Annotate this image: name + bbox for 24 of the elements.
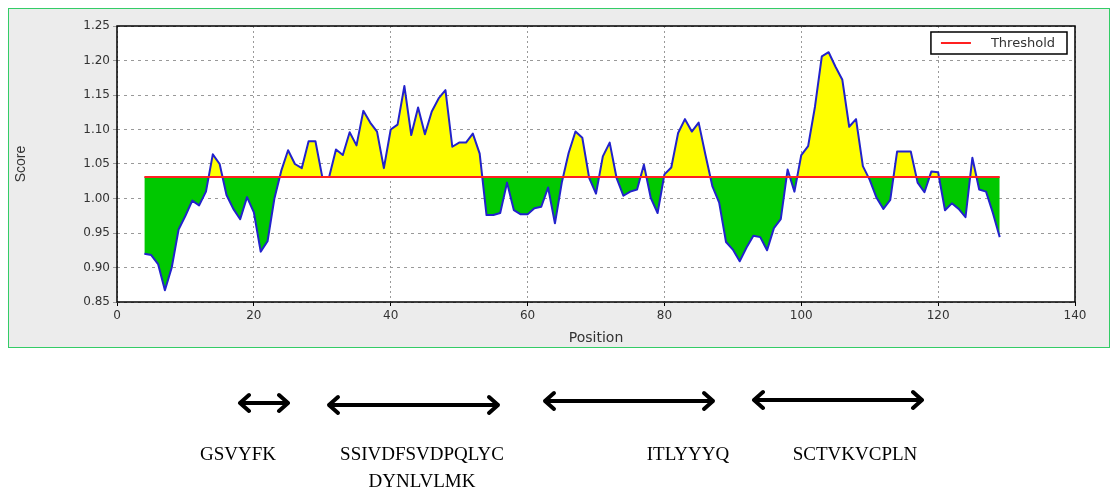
y-tick-label: 1.25 xyxy=(83,18,110,33)
y-tick-label: 1.15 xyxy=(83,87,110,102)
y-tick-label: 1.00 xyxy=(83,190,110,205)
y-tick-label: 1.10 xyxy=(83,121,110,136)
x-tick-label: 20 xyxy=(246,308,262,323)
text: ITLYYYQ xyxy=(645,442,731,466)
x-tick-label: 80 xyxy=(656,308,673,323)
text: SSIVDFSVDPQLYC DYNLVLMK xyxy=(339,442,505,493)
y-tick-label: 0.85 xyxy=(83,294,110,309)
y-tick-label: 1.20 xyxy=(83,52,110,67)
x-tick-label: 0 xyxy=(113,308,121,323)
y-axis-title: Score xyxy=(12,145,29,183)
y-tick-label: 0.90 xyxy=(83,259,110,274)
text: SCTVKVCPLN xyxy=(791,442,919,466)
x-tick-label: 60 xyxy=(519,308,536,323)
x-tick-label: 120 xyxy=(926,308,950,323)
x-tick-label: 40 xyxy=(383,308,399,323)
x-tick-label: 140 xyxy=(1063,308,1087,323)
x-tick-label: 100 xyxy=(789,308,813,323)
text: GSVYFK xyxy=(199,442,277,466)
y-tick-label: 0.95 xyxy=(83,225,110,240)
legend-label: Threshold xyxy=(989,35,1056,51)
x-axis-title: Position xyxy=(568,329,624,346)
y-tick-label: 1.05 xyxy=(83,156,110,171)
